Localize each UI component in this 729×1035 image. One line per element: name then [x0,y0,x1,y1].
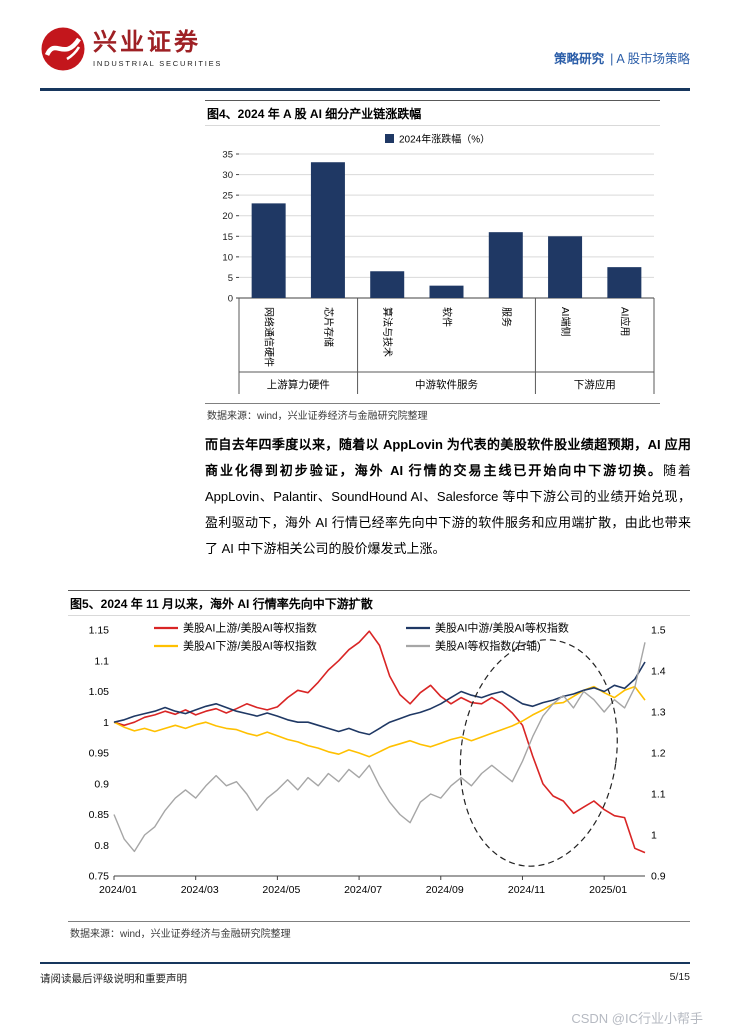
bar-1 [310,162,345,298]
body-paragraph: 而自去年四季度以来，随着以 AppLovin 为代表的美股软件股业绩超预期，AI… [205,432,691,562]
figure4-bar-chart: 0 5 10 15 20 25 30 35 2024年涨跌幅（%） 网络通信硬件 芯片存储 算法与技术… [222,133,655,394]
x-category-label: AI端侧 [559,307,572,336]
figure4: 图4、2024 年 A 股 AI 细分产业链涨跌幅 0 5 10 15 20 25 30 35… [205,100,660,423]
series-3 [113,642,646,853]
y-tick-label: 0 [228,294,233,305]
body-paragraph-regular: 随着 AppLovin、Palantir、SoundHound AI、Sales… [205,463,691,556]
x-tick-label: 2024/05 [262,884,300,896]
group-label: 下游应用 [574,378,616,391]
right-axis-label: 1.1 [651,789,666,801]
left-axis-label: 0.8 [94,840,109,852]
footer-disclaimer: 请阅读最后评级说明和重要声明 [40,973,187,985]
x-tick-label: 2024/11 [508,884,545,896]
page-number: 5/15 [669,971,690,983]
x-category-label: 软件 [441,307,454,327]
x-tick-label: 2024/03 [181,884,219,896]
series-0 [113,630,646,854]
figure5-title: 图5、2024 年 11 月以来，海外 AI 行情率先向中下游扩散 [68,590,690,616]
left-axis-label: 0.75 [89,871,110,883]
right-axis-label: 1.2 [651,748,666,760]
right-axis-label: 1.3 [651,707,666,719]
bar-6 [607,267,642,298]
y-tick-label: 10 [222,252,233,263]
brand-text: 兴业证券 INDUSTRIAL SECURITIES [93,28,223,69]
x-tick-label: 2025/01 [589,884,627,896]
y-tick-label: 35 [222,150,233,161]
annotation-ellipse [459,639,618,867]
legend-label-2: 美股AI中游/美股AI等权指数 [435,621,569,635]
bar-0 [251,203,286,298]
brand-logo: 兴业证券 INDUSTRIAL SECURITIES [40,26,222,72]
report-category: 策略研究 | A 股市场策略 [554,48,690,72]
x-tick-label: 2024/01 [99,884,137,896]
figure5-line-chart: 0.75 0.8 0.85 0.9 0.95 1 1.05 1.1 1.15 0.9 1 1.1 1.2… [89,621,666,897]
figure4-source: 数据来源：wind，兴业证券经济与金融研究院整理 [205,403,660,423]
left-axis-label: 0.9 [94,778,109,790]
left-axis-label: 1.05 [89,686,110,698]
category-separator: | [610,52,614,66]
bar-4 [488,232,523,298]
subcategory-label: A 股市场策略 [616,52,690,66]
left-axis-label: 1 [103,717,109,729]
brand-logo-icon [41,27,85,71]
legend-label-3: 美股AI等权指数(右轴) [435,639,541,653]
group-label: 中游软件服务 [415,378,478,391]
x-category-label: 网络通信硬件 [263,307,276,367]
figure4-title: 图4、2024 年 A 股 AI 细分产业链涨跌幅 [205,100,660,126]
y-tick-label: 15 [222,232,233,243]
x-category-label: AI应用 [618,307,631,336]
y-tick-label: 30 [222,170,233,181]
brand-name-cn: 兴业证券 [93,28,201,56]
bar-3 [429,285,464,298]
x-category-label: 服务 [500,307,513,327]
x-tick-label: 2024/09 [426,884,464,896]
page-footer: 请阅读最后评级说明和重要声明 5/15 [40,971,690,986]
x-tick-label: 2024/07 [344,884,382,896]
y-tick-label: 5 [228,273,233,284]
right-axis-label: 0.9 [651,871,666,883]
category-label: 策略研究 [554,52,605,66]
header-divider [40,88,690,91]
figure5: 图5、2024 年 11 月以来，海外 AI 行情率先向中下游扩散 0.75 0.… [68,590,690,941]
watermark: CSDN @IC行业小帮手 [571,1011,703,1026]
left-axis-label: 1.1 [94,655,109,667]
legend-label-0: 美股AI上游/美股AI等权指数 [183,621,317,635]
legend-swatch [385,134,394,143]
brand-name-en: INDUSTRIAL SECURITIES [93,59,223,69]
right-axis-label: 1.4 [651,666,666,678]
bar-2 [370,271,405,298]
page-header: 兴业证券 INDUSTRIAL SECURITIES 策略研究 | A 股市场策略 [40,26,690,72]
group-label: 上游算力硬件 [267,378,330,391]
left-axis-label: 0.95 [89,748,110,760]
y-tick-label: 25 [222,191,233,202]
legend-label-1: 美股AI下游/美股AI等权指数 [183,639,317,653]
figure5-source: 数据来源：wind，兴业证券经济与金融研究院整理 [68,921,690,941]
series-2 [113,661,646,736]
body-paragraph-bold: 而自去年四季度以来，随着以 AppLovin 为代表的美股软件股业绩超预期，AI… [205,437,691,478]
legend-label: 2024年涨跌幅（%） [399,133,490,146]
left-axis-label: 0.85 [89,809,110,821]
right-axis-label: 1 [651,830,657,842]
left-axis-label: 1.15 [89,625,110,637]
x-category-label: 算法与技术 [381,307,394,357]
x-category-label: 芯片存储 [322,307,335,347]
series-1 [113,685,646,758]
bar-5 [548,236,583,298]
right-axis-label: 1.5 [651,625,666,637]
footer-divider [40,962,690,964]
y-tick-label: 20 [222,211,233,222]
